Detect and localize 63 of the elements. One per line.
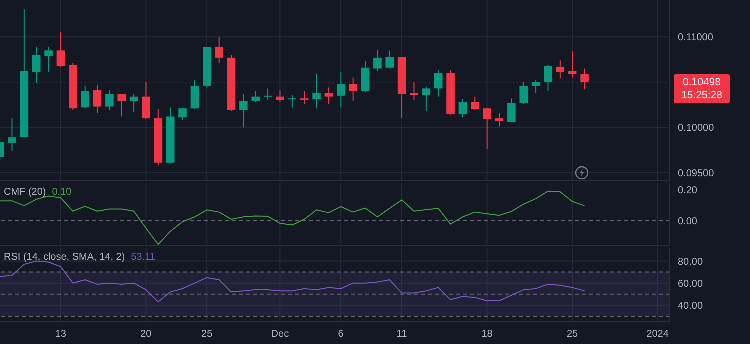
- annotation: 53.11: [131, 252, 156, 263]
- x-tick-label: 11: [396, 329, 408, 340]
- x-tick-label: 13: [55, 329, 67, 340]
- candlestick: [374, 49, 382, 72]
- candlestick: [520, 82, 528, 105]
- candlestick: [410, 82, 418, 101]
- candlestick: [264, 88, 272, 101]
- candlestick: [190, 80, 200, 110]
- candlestick: [56, 32, 66, 68]
- y-tick-label: 0.11000: [678, 32, 714, 44]
- y-tick-label: 0.20: [678, 185, 698, 196]
- x-tick-label: 25: [566, 329, 579, 340]
- y-tick-label: 0.10000: [678, 123, 715, 134]
- x-tick-label: 20: [140, 329, 152, 340]
- candlestick: [215, 36, 224, 64]
- candlestick: [93, 84, 102, 114]
- x-tick-label: 18: [482, 329, 494, 340]
- candlestick: [178, 108, 187, 121]
- candlestick: [458, 99, 468, 118]
- candlestick: [471, 96, 480, 111]
- candlestick: [324, 87, 334, 105]
- annotation: 0.10: [52, 187, 72, 198]
- candlestick: [106, 90, 114, 111]
- candlestick: [580, 68, 589, 90]
- candlestick: [312, 74, 321, 110]
- chart-title: CMF (20): [4, 187, 46, 198]
- ref-line-label: 0.10498: [683, 76, 722, 89]
- candlestick: [434, 70, 443, 98]
- y-tick-label: 0.00: [678, 216, 698, 228]
- candlestick: [361, 61, 370, 93]
- candlestick: [32, 46, 41, 84]
- y-tick-label: 60.00: [678, 278, 704, 290]
- candlestick: [130, 94, 138, 113]
- candlestick: [337, 72, 346, 108]
- candlestick: [300, 90, 309, 105]
- x-tick-label: 6: [338, 329, 344, 340]
- candlestick: [483, 108, 492, 150]
- y-tick-label: 0.09500: [678, 168, 715, 180]
- chart-title: RSI (14, close, SMA, 14, 2): [4, 252, 126, 263]
- candlestick: [495, 112, 504, 128]
- text: 15:25:28: [682, 90, 723, 102]
- candlestick: [349, 77, 358, 102]
- x-tick-label: 2024: [646, 329, 670, 340]
- candlestick: [386, 50, 394, 70]
- y-tick-label: 80.00: [678, 256, 704, 268]
- candlestick: [556, 60, 565, 80]
- candlestick: [118, 94, 126, 118]
- candlestick: [240, 94, 248, 128]
- candlestick: [508, 98, 516, 123]
- y-tick-label: 40.00: [678, 300, 704, 312]
- candlestick: [532, 80, 540, 94]
- candlestick: [288, 94, 297, 108]
- x-tick-label: Dec: [271, 329, 290, 340]
- candlestick: [252, 90, 260, 103]
- x-tick-label: 25: [202, 329, 214, 340]
- candlestick: [422, 86, 431, 112]
- line-series: [0, 260, 586, 303]
- candlestick: [142, 82, 150, 120]
- candlestick: [44, 46, 53, 73]
- candlestick: [276, 90, 284, 103]
- candlestick: [8, 118, 16, 152]
- candlestick: [544, 64, 552, 92]
- candlestick: [81, 85, 90, 110]
